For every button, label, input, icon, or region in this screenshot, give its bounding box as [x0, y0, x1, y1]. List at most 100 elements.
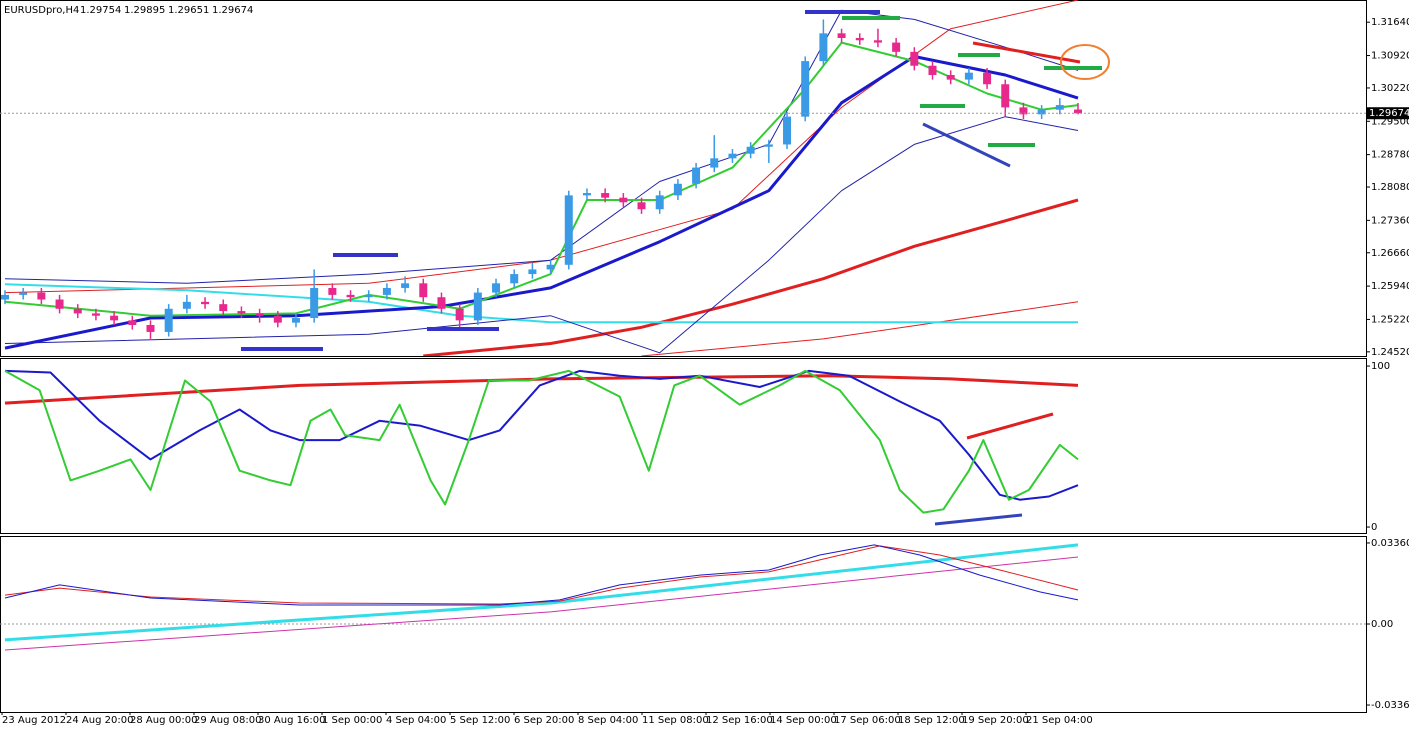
candle-body [146, 324, 155, 332]
y-tick-label: 1.30220 [1371, 83, 1409, 94]
candle-body [946, 74, 955, 80]
candle-body [855, 37, 864, 41]
y-tick-label: 1.28780 [1371, 150, 1409, 161]
candle-body [546, 264, 555, 270]
y-tick-label: 1.25220 [1371, 314, 1409, 325]
header: EURUSDpro,H4 1.29754 1.29895 1.29651 1.2… [4, 5, 253, 16]
candle-body [382, 287, 391, 295]
annotations [241, 10, 1110, 526]
indicator-line [4, 369, 1079, 514]
candle-body [164, 308, 173, 332]
y-tick-label: 1.30920 [1371, 51, 1409, 62]
y-tick-label: 1.29500 [1371, 116, 1409, 127]
candle-body [710, 158, 719, 168]
annotation [966, 412, 1054, 440]
candle-body [655, 195, 664, 210]
x-tick-label: 5 Sep 12:00 [450, 715, 510, 726]
candle-body [801, 61, 810, 117]
candle-body [692, 167, 701, 184]
y-tick-label: 1.25940 [1371, 281, 1409, 292]
indicator-line [4, 544, 1079, 606]
candle-body [310, 287, 319, 319]
candle-body [201, 301, 210, 305]
candle-body [746, 146, 755, 154]
y-tick-label: 100 [1371, 361, 1390, 372]
annotation [1060, 44, 1110, 80]
candle-body [873, 40, 882, 43]
candle-body [473, 292, 482, 321]
candle-body [455, 308, 464, 321]
x-tick-label: 28 Aug 00:00 [130, 715, 197, 726]
x-tick-label: 14 Sep 00:00 [770, 715, 837, 726]
ohlc-close: 1.29674 [212, 5, 253, 16]
annotation [934, 513, 1023, 526]
indicator-line [641, 301, 1079, 356]
candle-body [1055, 105, 1064, 110]
y-tick-label: -0.033608 [1371, 700, 1409, 711]
price-panel [0, 0, 1366, 356]
candle-body [673, 183, 682, 196]
candle-body [346, 294, 355, 298]
indicator-line [4, 543, 1079, 642]
candle-body [55, 299, 64, 309]
x-tick-label: 8 Sep 04:00 [578, 715, 638, 726]
candle-body [910, 51, 919, 66]
indicator-line [423, 198, 1079, 356]
candle-body [510, 274, 519, 284]
candle-body [983, 72, 992, 85]
candle-body [110, 315, 119, 321]
candle-body [419, 283, 428, 298]
x-tick-label: 24 Aug 20:00 [66, 715, 133, 726]
candle-body [401, 283, 410, 288]
x-tick-label: 21 Sep 04:00 [1026, 715, 1093, 726]
x-tick-label: 18 Sep 12:00 [898, 715, 965, 726]
panel-frame [0, 0, 1367, 357]
candle-body [1, 294, 9, 300]
candle-body [364, 294, 373, 298]
x-tick-label: 11 Sep 08:00 [642, 715, 709, 726]
oscillator-panel [0, 543, 1366, 651]
stochastic-panel [4, 369, 1079, 514]
candle-body [291, 318, 300, 323]
indicator-line [4, 545, 1079, 605]
panel-frame [0, 358, 1367, 534]
candle-body [819, 33, 828, 62]
price-tag [1366, 107, 1409, 120]
candle-body [764, 144, 773, 147]
candle-body [437, 297, 446, 309]
ohlc-open: 1.29754 [80, 5, 121, 16]
candle-body [528, 269, 537, 275]
x-tick-label: 19 Sep 20:00 [962, 715, 1029, 726]
annotation [922, 122, 1011, 168]
candle-body [564, 195, 573, 265]
y-tick-label: 1.24520 [1371, 347, 1409, 358]
x-tick-label: 30 Aug 16:00 [258, 715, 325, 726]
candle-body [37, 292, 46, 300]
y-tick-label: 1.31640 [1371, 17, 1409, 28]
candle-body [601, 193, 610, 198]
candle-body [328, 287, 337, 295]
x-tick-label: 4 Sep 04:00 [386, 715, 446, 726]
candle-body [91, 313, 100, 316]
indicator-line [4, 369, 1079, 501]
candle-body [783, 116, 792, 145]
candle-body [837, 33, 846, 38]
candle-body [928, 65, 937, 75]
candle-body [237, 311, 246, 314]
candle-body [728, 153, 737, 159]
candle-body [255, 313, 264, 316]
indicator-line [4, 556, 1079, 651]
candle-body [219, 304, 228, 312]
candle-body [582, 193, 591, 196]
candle-body [73, 308, 82, 314]
price-tag-label: 1.29674 [1369, 108, 1409, 119]
x-tick-label: 23 Aug 2012 [2, 715, 66, 726]
candle-body [128, 320, 137, 325]
y-tick-label: 0 [1371, 522, 1377, 533]
candle-body [892, 42, 901, 52]
candle-body [1001, 84, 1010, 108]
y-tick-label: 1.26660 [1371, 248, 1409, 259]
y-tick-label: 1.27360 [1371, 215, 1409, 226]
